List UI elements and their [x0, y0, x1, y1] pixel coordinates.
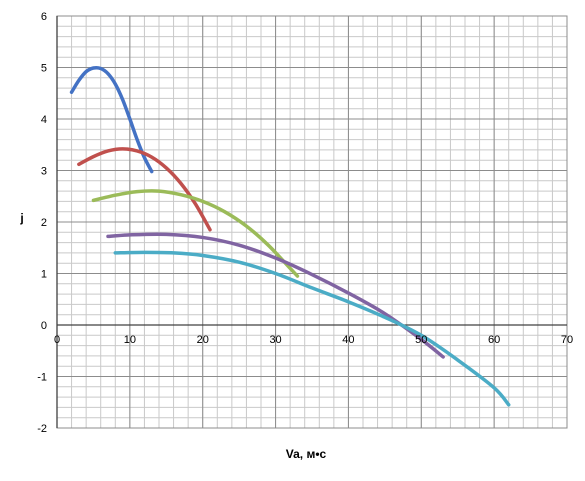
series-line-3 [91, 189, 300, 278]
y-tick-label: 2 [41, 217, 47, 229]
series-line-2 [77, 147, 212, 232]
y-tick-label: 3 [41, 166, 47, 178]
y-tick-label: 1 [41, 269, 47, 281]
y-tick-label: 6 [41, 11, 47, 23]
x-axis-title: Va, м•с [286, 447, 327, 461]
y-tick-label: 5 [41, 63, 47, 75]
series-line-1 [69, 65, 154, 174]
series-layer [69, 65, 511, 407]
y-tick-label: 4 [41, 114, 47, 126]
y-axis-title: j [19, 211, 23, 225]
tick-labels: 0 10 20 30 40 50 60 70 -2 -1 0 1 2 3 4 5 6 [37, 11, 573, 435]
x-tick-label: 40 [342, 334, 354, 346]
x-tick-label: 30 [269, 334, 281, 346]
x-tick-label: 0 [54, 334, 60, 346]
x-tick-label: 70 [561, 334, 573, 346]
x-tick-label: 50 [415, 334, 427, 346]
y-tick-label: -2 [37, 423, 47, 435]
y-tick-label: -1 [37, 372, 47, 384]
x-tick-label: 10 [124, 334, 136, 346]
series-line-5 [113, 250, 511, 407]
x-tick-label: 20 [197, 334, 209, 346]
x-tick-label: 60 [488, 334, 500, 346]
y-tick-label: 0 [41, 320, 47, 332]
